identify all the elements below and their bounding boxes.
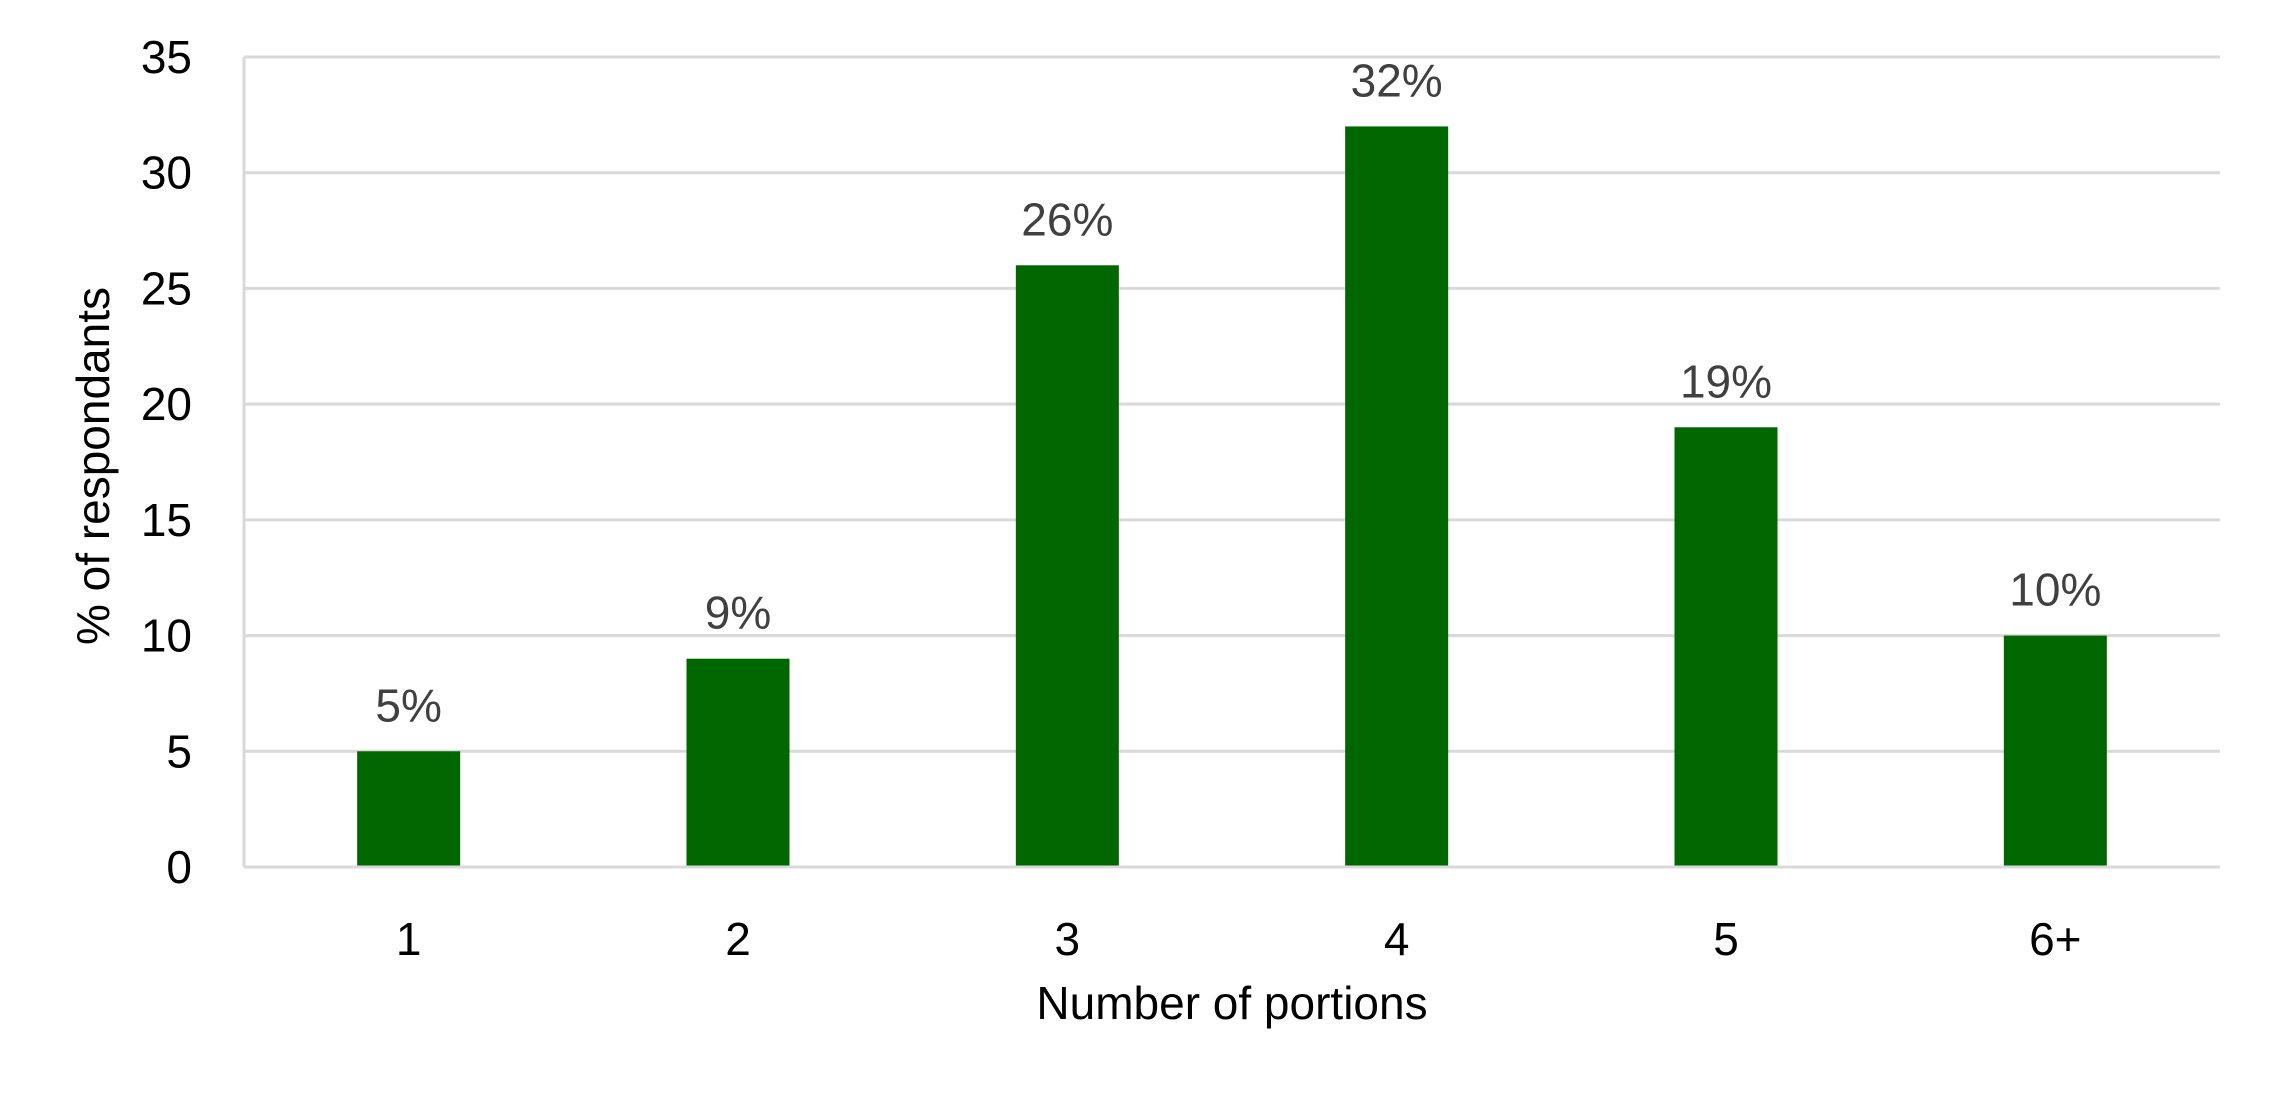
bar (1674, 427, 1778, 867)
axes (242, 57, 2220, 869)
x-tick-label: 6+ (2029, 913, 2081, 965)
data-label: 10% (2009, 564, 2101, 616)
data-label: 32% (1351, 54, 1443, 106)
x-tick-label: 4 (1384, 913, 1410, 965)
data-label: 5% (375, 679, 441, 731)
x-tick-label: 2 (725, 913, 751, 965)
gridlines (244, 55, 2220, 753)
bars (357, 126, 2107, 867)
bar (1345, 126, 1449, 867)
y-tick-label: 10 (141, 610, 192, 662)
data-labels: 5% 9% 26% 32% 19% 10% (375, 54, 2101, 731)
y-tick-label: 30 (141, 147, 192, 199)
x-tick-label: 1 (396, 913, 422, 965)
y-tick-label: 5 (166, 725, 192, 777)
y-tick-label: 20 (141, 378, 192, 430)
x-tick-labels: 1 2 3 4 5 6+ (396, 913, 2082, 965)
y-tick-label: 0 (166, 841, 192, 893)
bar (2003, 635, 2107, 867)
data-label: 19% (1680, 355, 1772, 407)
y-tick-label: 35 (141, 31, 192, 83)
data-label: 26% (1021, 193, 1113, 245)
x-axis-title: Number of portions (1036, 977, 1427, 1029)
y-tick-label: 25 (141, 262, 192, 314)
y-tick-labels: 0 5 10 15 20 25 30 35 (141, 31, 192, 893)
bar (686, 658, 790, 867)
y-tick-label: 15 (141, 494, 192, 546)
bar (357, 751, 461, 867)
data-label: 9% (705, 587, 771, 639)
x-tick-label: 3 (1055, 913, 1081, 965)
bar (1015, 265, 1119, 867)
y-axis-title: % of respondants (67, 287, 119, 645)
x-tick-label: 5 (1713, 913, 1739, 965)
